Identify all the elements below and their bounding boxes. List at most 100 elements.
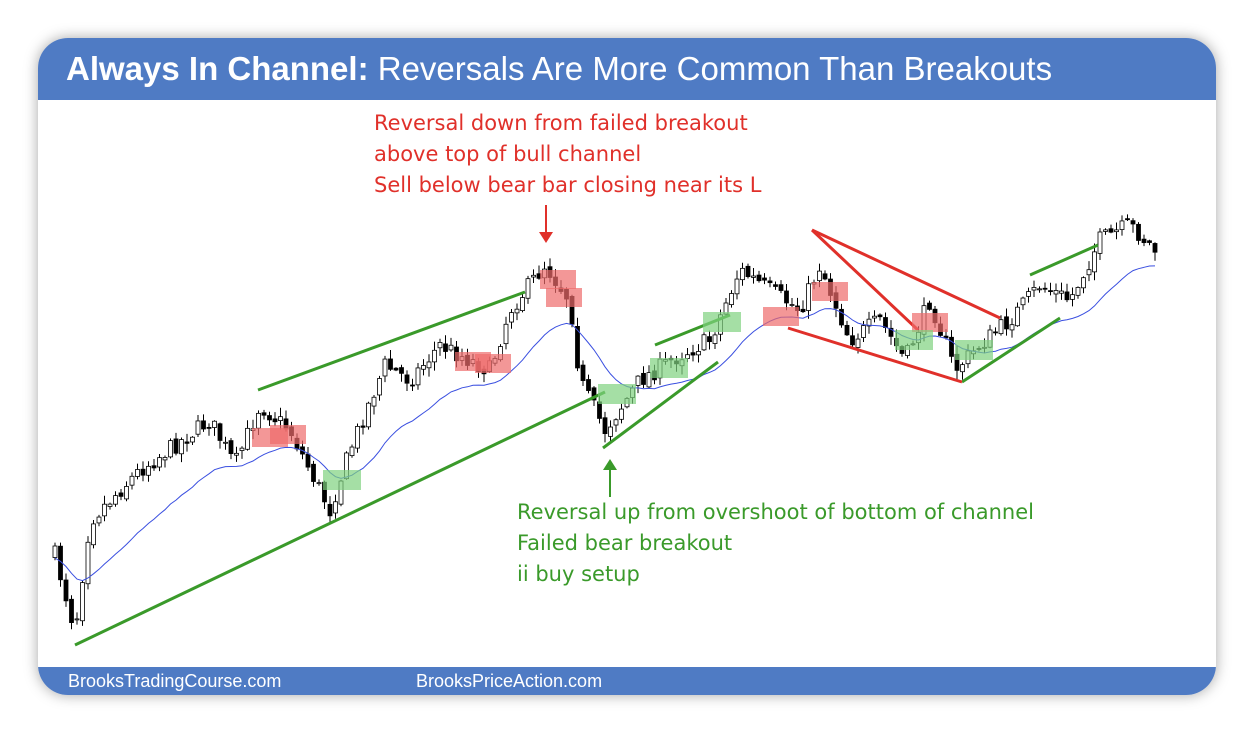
- candle: [861, 325, 866, 338]
- candle: [151, 465, 157, 469]
- title-bold: Always In Channel:: [66, 50, 369, 87]
- annotation-line: Failed bear breakout: [517, 531, 733, 555]
- sell-box: [812, 282, 848, 301]
- candle: [217, 423, 223, 441]
- candle: [575, 326, 580, 369]
- candle: [685, 354, 690, 359]
- candle: [448, 344, 454, 351]
- candle: [641, 372, 646, 385]
- candle: [371, 396, 377, 407]
- candle: [404, 374, 410, 384]
- candle: [734, 278, 740, 295]
- candle: [844, 324, 850, 336]
- buy-box: [598, 384, 636, 404]
- candle: [580, 364, 586, 381]
- candle: [745, 265, 751, 278]
- buy-box: [955, 340, 993, 360]
- top-annotation: Reversal down from failed breakout above…: [374, 108, 761, 201]
- candle: [1086, 269, 1092, 276]
- candle: [712, 334, 718, 344]
- candle: [602, 417, 608, 435]
- candle: [190, 436, 195, 443]
- candle: [806, 283, 811, 311]
- sell-box: [540, 270, 576, 289]
- candle: [256, 412, 261, 429]
- candle: [1075, 287, 1081, 296]
- trend-line: [961, 316, 1061, 384]
- candle: [503, 323, 509, 345]
- candle: [107, 503, 113, 507]
- candle: [63, 579, 69, 602]
- candle: [729, 293, 734, 306]
- candle: [261, 412, 267, 416]
- trend-line: [1029, 243, 1099, 277]
- candle: [1130, 220, 1136, 225]
- candle: [1015, 306, 1020, 327]
- candle: [591, 387, 597, 401]
- candle: [102, 503, 107, 517]
- candle: [756, 274, 762, 282]
- candle: [1092, 251, 1097, 273]
- candle: [437, 342, 443, 349]
- candle: [234, 452, 239, 456]
- candle: [212, 420, 217, 428]
- candle: [1136, 223, 1141, 241]
- candle: [1114, 229, 1119, 233]
- candle: [762, 277, 767, 281]
- candle: [272, 418, 278, 423]
- bottom-annotation: Reversal up from overshoot of bottom of …: [517, 497, 1034, 590]
- candle: [855, 338, 861, 348]
- buy-box: [703, 312, 741, 332]
- candle: [993, 331, 998, 334]
- candle: [520, 297, 525, 311]
- candle: [415, 367, 421, 386]
- candle: [1141, 238, 1147, 244]
- candle: [800, 308, 806, 313]
- candle: [96, 516, 102, 524]
- candle: [80, 582, 85, 622]
- candle: [1103, 229, 1108, 232]
- annotation-line: Reversal up from overshoot of bottom of …: [517, 500, 1034, 524]
- candle: [1059, 290, 1064, 294]
- arrow-head: [603, 459, 617, 470]
- candle: [943, 335, 949, 339]
- candle: [1108, 228, 1114, 233]
- candle: [228, 440, 234, 454]
- candle: [877, 314, 883, 318]
- footer-link: BrooksPriceAction.com: [416, 671, 603, 691]
- candle: [382, 358, 388, 377]
- candle: [866, 318, 872, 327]
- candle: [1037, 288, 1042, 291]
- candle: [305, 453, 311, 468]
- candle: [360, 425, 366, 428]
- candle: [278, 416, 283, 421]
- candle: [74, 618, 80, 621]
- trend-line: [74, 390, 606, 647]
- candle: [597, 401, 602, 419]
- candle: [393, 367, 399, 371]
- candle: [817, 270, 822, 282]
- candle: [690, 352, 696, 356]
- candle: [789, 304, 795, 306]
- candle: [646, 372, 652, 388]
- candle: [206, 426, 212, 429]
- candle: [872, 315, 877, 319]
- candle: [201, 420, 206, 430]
- candle: [184, 441, 190, 444]
- candle: [949, 336, 954, 357]
- candle: [960, 364, 965, 373]
- candle: [146, 465, 151, 476]
- candle: [311, 463, 316, 482]
- candle: [850, 335, 855, 346]
- buy-box: [895, 330, 933, 350]
- candle: [69, 598, 74, 623]
- header: Always In Channel: Reversals Are More Co…: [38, 38, 1216, 100]
- candle: [608, 426, 613, 437]
- candle: [135, 469, 140, 477]
- candle: [267, 415, 272, 421]
- annotation-line: ii buy setup: [517, 562, 640, 586]
- candle: [377, 378, 382, 396]
- trend-line: [787, 326, 963, 384]
- candle: [162, 457, 168, 461]
- annotation-line: Sell below bear bar closing near its L: [374, 173, 762, 197]
